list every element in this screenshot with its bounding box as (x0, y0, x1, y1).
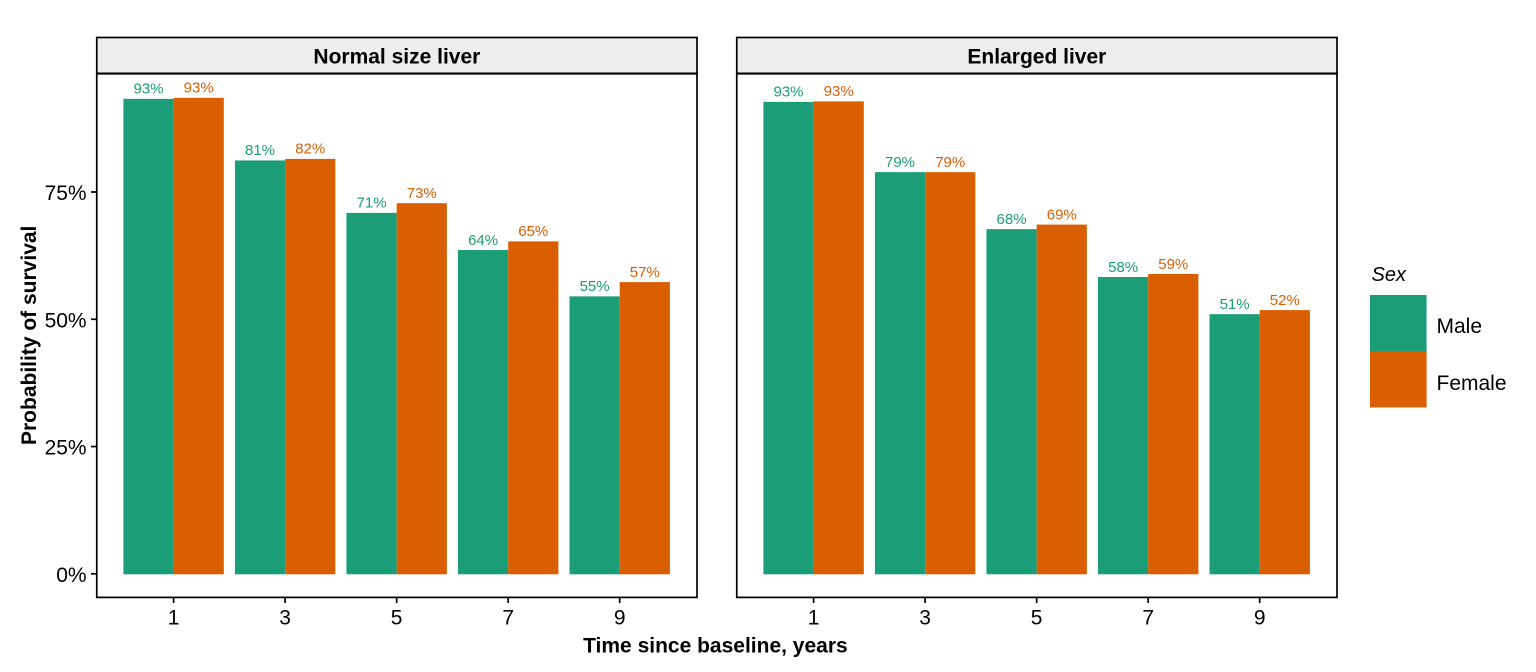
svg-text:73%: 73% (407, 185, 437, 202)
svg-text:79%: 79% (885, 154, 915, 171)
svg-text:5: 5 (391, 606, 403, 629)
svg-text:93%: 93% (184, 80, 214, 97)
svg-text:9: 9 (1254, 606, 1266, 629)
svg-text:7: 7 (1142, 606, 1154, 629)
svg-text:81%: 81% (245, 142, 275, 159)
svg-text:65%: 65% (518, 223, 548, 240)
svg-text:51%: 51% (1220, 296, 1250, 313)
svg-text:50%: 50% (45, 309, 87, 332)
svg-text:1: 1 (808, 606, 820, 629)
svg-text:82%: 82% (295, 141, 325, 158)
svg-text:75%: 75% (45, 182, 87, 205)
svg-text:0%: 0% (56, 564, 86, 587)
svg-text:5: 5 (1031, 606, 1043, 629)
svg-text:68%: 68% (997, 211, 1027, 228)
svg-text:93%: 93% (824, 83, 854, 100)
svg-text:52%: 52% (1270, 292, 1300, 309)
svg-text:Normal size liver: Normal size liver (313, 45, 480, 68)
svg-text:3: 3 (919, 606, 931, 629)
svg-text:55%: 55% (580, 278, 610, 295)
svg-text:Female: Female (1437, 372, 1507, 395)
svg-text:3: 3 (279, 606, 291, 629)
svg-text:7: 7 (502, 606, 514, 629)
svg-text:1: 1 (168, 606, 180, 629)
svg-text:Probability of survival: Probability of survival (18, 226, 41, 445)
svg-text:93%: 93% (773, 84, 803, 101)
svg-text:Male: Male (1437, 315, 1483, 338)
svg-text:71%: 71% (357, 195, 387, 212)
svg-text:Sex: Sex (1372, 264, 1407, 286)
svg-text:25%: 25% (45, 437, 87, 460)
svg-text:58%: 58% (1108, 259, 1138, 276)
svg-text:59%: 59% (1158, 256, 1188, 273)
svg-text:64%: 64% (468, 232, 498, 249)
svg-text:79%: 79% (935, 154, 965, 171)
svg-text:Enlarged liver: Enlarged liver (967, 45, 1106, 68)
svg-text:9: 9 (614, 606, 626, 629)
svg-text:69%: 69% (1047, 206, 1077, 223)
svg-text:57%: 57% (630, 264, 660, 281)
svg-text:93%: 93% (133, 81, 163, 98)
svg-text:Time since baseline, years: Time since baseline, years (583, 634, 848, 657)
